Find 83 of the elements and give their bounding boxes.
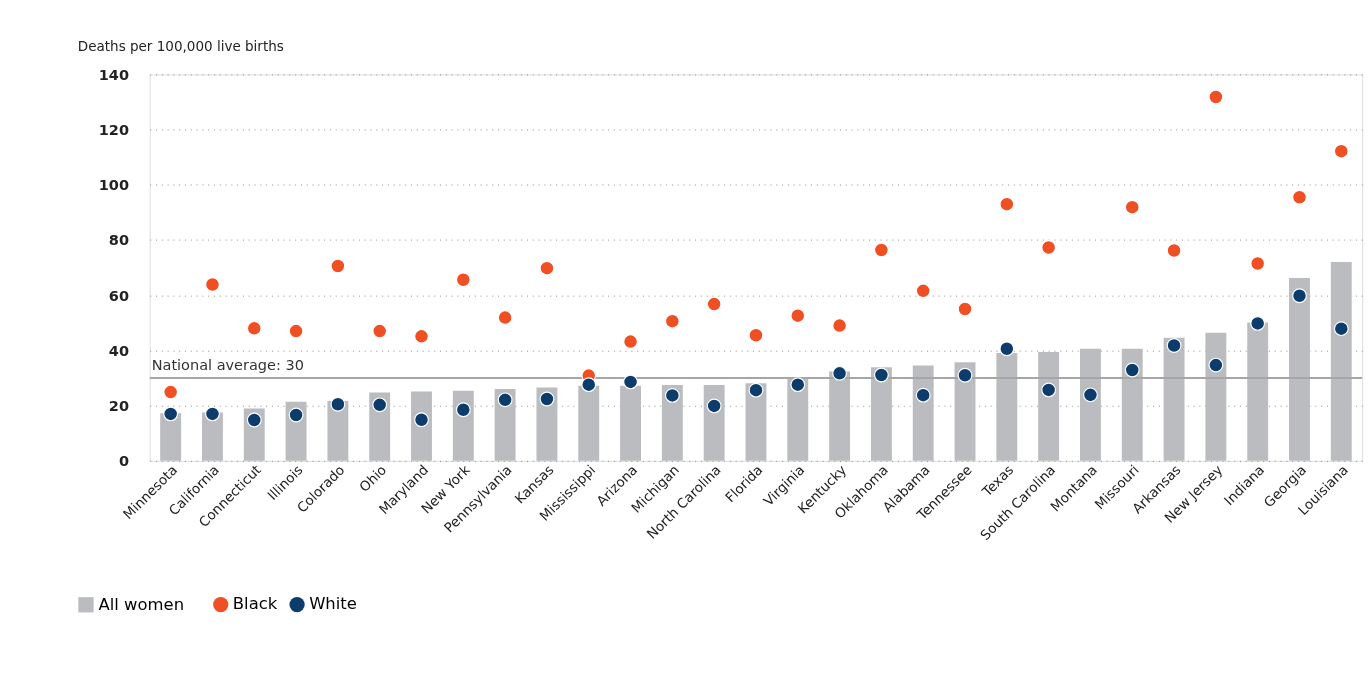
y-tick-label: 140 — [98, 66, 129, 83]
point — [915, 387, 931, 403]
point — [414, 412, 429, 428]
point — [873, 242, 889, 258]
point — [1292, 189, 1307, 205]
bar — [870, 367, 892, 461]
y-tick-label: 60 — [108, 287, 129, 304]
y-axis-title: Deaths per 100,000 live births — [77, 37, 284, 54]
point — [414, 328, 429, 344]
ref-line-label: National average: 30 — [151, 357, 304, 374]
point — [246, 412, 262, 428]
bar — [1205, 332, 1227, 461]
legend-label: Black — [232, 594, 278, 614]
y-tick-label: 0 — [118, 453, 129, 470]
point — [163, 406, 179, 422]
point — [288, 407, 304, 423]
bar — [1163, 337, 1185, 461]
bar — [1247, 322, 1269, 461]
point — [748, 327, 764, 343]
point — [1166, 338, 1182, 353]
y-tick-label: 20 — [108, 397, 129, 414]
y-tick-label: 40 — [108, 342, 129, 359]
y-tick-label: 120 — [98, 121, 129, 138]
point — [330, 396, 346, 412]
point — [581, 377, 597, 393]
point — [915, 283, 931, 299]
legend-label: All women — [98, 594, 185, 614]
point — [1124, 199, 1140, 215]
point — [205, 406, 220, 422]
point — [455, 402, 471, 418]
point — [1124, 362, 1140, 378]
point — [372, 323, 388, 339]
point — [246, 320, 262, 336]
point — [330, 258, 346, 274]
bar — [620, 385, 641, 461]
bar — [1079, 348, 1101, 461]
bar — [829, 371, 851, 461]
point — [957, 367, 973, 383]
bar — [578, 385, 600, 461]
point — [957, 301, 973, 317]
point — [1333, 321, 1349, 337]
bar — [996, 352, 1018, 461]
point — [706, 296, 722, 312]
point — [623, 374, 638, 390]
bar — [1289, 278, 1310, 461]
point — [790, 308, 806, 324]
point — [1333, 143, 1349, 159]
point — [539, 391, 555, 407]
point — [1166, 243, 1182, 258]
point — [455, 272, 471, 288]
point — [1083, 387, 1098, 403]
bar — [1330, 262, 1352, 461]
point — [1041, 240, 1057, 255]
point — [1208, 357, 1224, 373]
point — [1041, 382, 1057, 398]
bar — [1121, 348, 1143, 461]
point — [832, 318, 847, 333]
point — [999, 341, 1015, 357]
point — [372, 397, 388, 413]
point — [873, 367, 889, 383]
point — [1250, 256, 1266, 271]
bar — [954, 362, 976, 461]
y-tick-label: 80 — [108, 232, 129, 249]
bar — [160, 413, 182, 461]
point — [1250, 315, 1266, 331]
point — [664, 388, 680, 403]
point — [623, 334, 638, 349]
point — [497, 392, 513, 408]
point — [748, 382, 764, 398]
point — [497, 310, 513, 325]
point — [539, 260, 555, 276]
legend-label: White — [309, 594, 357, 614]
point — [205, 277, 220, 292]
point — [163, 384, 179, 400]
point — [1208, 89, 1224, 105]
point — [288, 323, 304, 339]
point — [832, 365, 847, 381]
point — [664, 313, 680, 329]
point — [706, 398, 722, 414]
point — [790, 377, 806, 393]
y-tick-label: 100 — [98, 177, 129, 194]
point — [999, 196, 1015, 212]
point — [1292, 288, 1307, 304]
